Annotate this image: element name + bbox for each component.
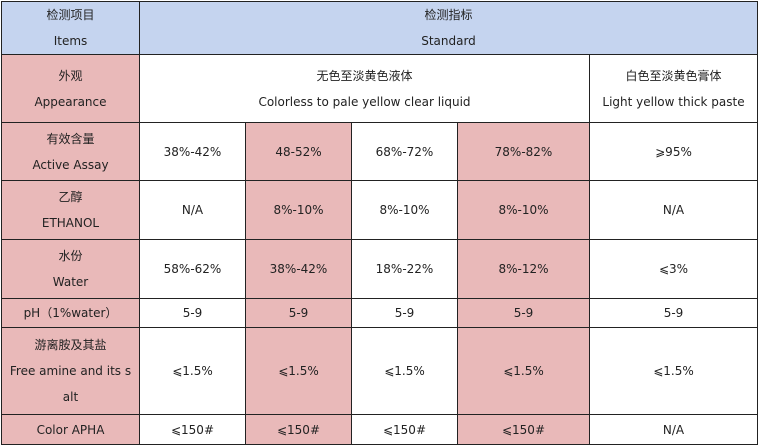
ph-value: 5-9 [245,298,352,328]
active-assay-value: 38%-42% [139,122,246,181]
free-amine-value: ⩽1.5% [589,327,758,415]
appearance-liquid-zh: 无色至淡黄色液体 [316,68,413,83]
standard-header-en: Standard [421,34,476,48]
appearance-label-en: Appearance [34,94,107,109]
appearance-paste-en: Light yellow thick paste [602,94,745,109]
ph-label: pH（1%water） [1,298,140,328]
items-header-zh: 检测项目 [46,8,95,22]
items-header-cell: 检测项目 Items [1,1,140,55]
ethanol-label-en: ETHANOL [41,216,100,230]
color-apha-row: Color APHA ⩽150# ⩽150# ⩽150# ⩽150# N/A [1,414,758,445]
items-header-en: Items [53,34,88,48]
water-label-zh: 水份 [58,249,83,263]
ethanol-value: 8%-10% [245,180,352,240]
color-apha-value: ⩽150# [139,414,246,445]
ph-value: 5-9 [139,298,246,328]
free-amine-row: 游离胺及其盐 Free amine and its s alt ⩽1.5% ⩽1… [1,327,758,415]
water-value: 18%-22% [351,239,458,299]
ph-value: 5-9 [351,298,458,328]
free-amine-value: ⩽1.5% [139,327,246,415]
water-label-cell: 水份 Water [1,239,140,299]
ethanol-value: N/A [139,180,246,240]
water-value: 58%-62% [139,239,246,299]
color-apha-value: N/A [589,414,758,445]
free-amine-label-zh: 游离胺及其盐 [34,338,107,352]
ethanol-value: 8%-10% [351,180,458,240]
free-amine-label-en-1: Free amine and its s [9,364,132,378]
ethanol-value: 8%-10% [457,180,590,240]
active-assay-value: 48-52% [245,122,352,181]
appearance-label-zh: 外观 [58,68,83,83]
active-assay-value: 78%-82% [457,122,590,181]
ethanol-value: N/A [589,180,758,240]
active-assay-row: 有效含量 Active Assay 38%-42% 48-52% 68%-72%… [1,122,758,181]
ph-value: 5-9 [589,298,758,328]
active-assay-value: 68%-72% [351,122,458,181]
free-amine-value: ⩽1.5% [457,327,590,415]
appearance-liquid-cell: 无色至淡黄色液体 Colorless to pale yellow clear … [139,54,590,123]
appearance-label-cell: 外观 Appearance [1,54,140,123]
active-assay-label-cell: 有效含量 Active Assay [1,122,140,181]
standard-header-zh: 检测指标 [424,8,473,22]
color-apha-value: ⩽150# [351,414,458,445]
ph-row: pH（1%water） 5-9 5-9 5-9 5-9 5-9 [1,298,758,328]
active-assay-value: ⩾95% [589,122,758,181]
active-assay-label-zh: 有效含量 [46,131,95,146]
ethanol-row: 乙醇 ETHANOL N/A 8%-10% 8%-10% 8%-10% N/A [1,180,758,240]
color-apha-value: ⩽150# [457,414,590,445]
ph-value: 5-9 [457,298,590,328]
standard-header-cell: 检测指标 Standard [139,1,758,55]
appearance-paste-cell: 白色至淡黄色膏体 Light yellow thick paste [589,54,758,123]
color-apha-label: Color APHA [1,414,140,445]
color-apha-value: ⩽150# [245,414,352,445]
water-row: 水份 Water 58%-62% 38%-42% 18%-22% 8%-12% … [1,239,758,299]
ethanol-label-cell: 乙醇 ETHANOL [1,180,140,240]
water-label-en: Water [52,275,89,289]
appearance-row: 外观 Appearance 无色至淡黄色液体 Colorless to pale… [1,54,758,123]
free-amine-label-cell: 游离胺及其盐 Free amine and its s alt [1,327,140,415]
free-amine-label-en-2: alt [62,390,79,404]
header-row: 检测项目 Items 检测指标 Standard [1,1,758,55]
active-assay-label-en: Active Assay [32,157,109,172]
appearance-paste-zh: 白色至淡黄色膏体 [625,68,722,83]
free-amine-value: ⩽1.5% [351,327,458,415]
ethanol-label-zh: 乙醇 [58,190,83,204]
water-value: 8%-12% [457,239,590,299]
water-value: 38%-42% [245,239,352,299]
appearance-liquid-en: Colorless to pale yellow clear liquid [258,94,471,109]
free-amine-value: ⩽1.5% [245,327,352,415]
water-value: ⩽3% [589,239,758,299]
